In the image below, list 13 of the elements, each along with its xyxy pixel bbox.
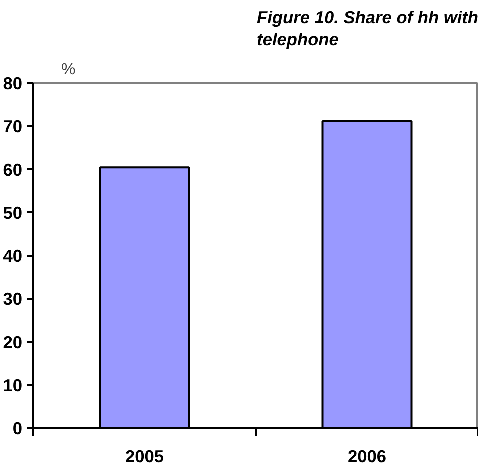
y-tick-label: 70 [3, 116, 23, 137]
y-tick-label: 20 [3, 332, 23, 352]
x-tick-label: 2006 [348, 446, 387, 465]
y-tick-label: 60 [3, 160, 23, 180]
x-tick-label: 2005 [125, 446, 164, 465]
y-tick-label: 80 [3, 74, 23, 94]
y-tick-label: 30 [3, 289, 23, 310]
y-tick-label: 10 [3, 375, 23, 396]
y-tick-label: 50 [3, 202, 23, 223]
chart-title: Figure 10. Share of hh with telephone [257, 8, 478, 50]
y-tick-label: 40 [3, 246, 23, 266]
y-axis-title: % [62, 62, 76, 78]
y-tick-label: 0 [12, 418, 23, 438]
